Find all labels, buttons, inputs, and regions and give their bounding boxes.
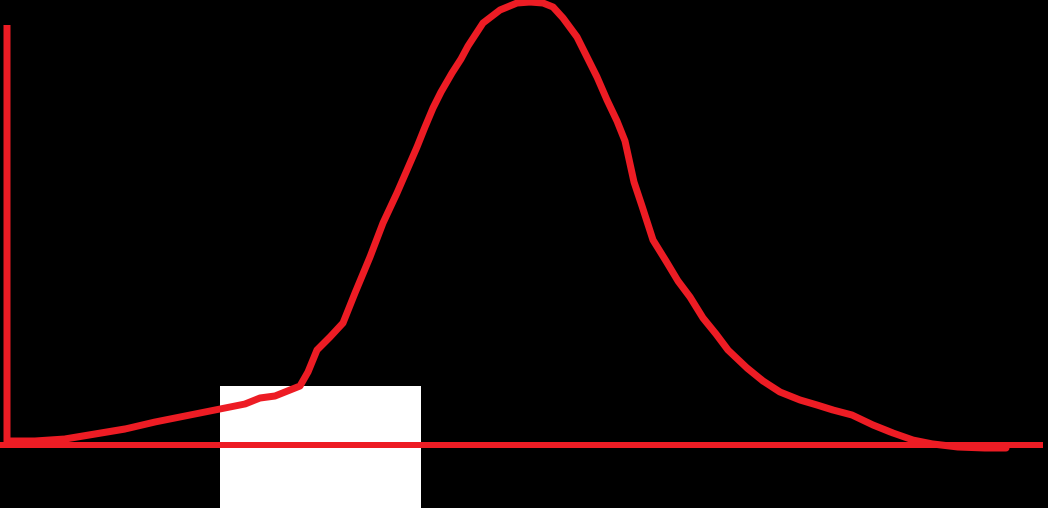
- bell-curve-line: [4, 0, 1010, 452]
